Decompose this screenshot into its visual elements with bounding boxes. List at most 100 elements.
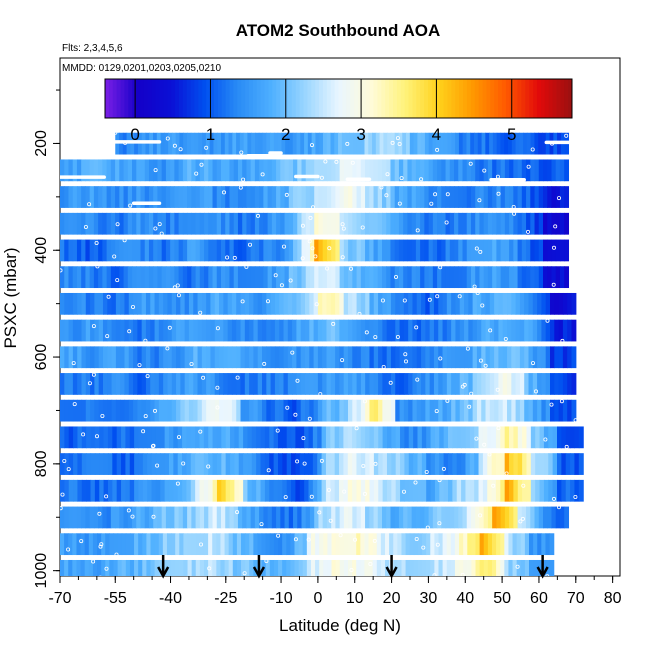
- heatmap-cell: [98, 292, 104, 315]
- heatmap-cell: [378, 426, 384, 449]
- heatmap-cell: [225, 506, 231, 529]
- colorbar-tick-label: 2: [281, 125, 290, 144]
- heatmap-cell: [106, 266, 112, 289]
- heatmap-cell: [455, 132, 460, 155]
- heatmap-cell: [72, 399, 78, 422]
- heatmap-cell: [467, 559, 472, 576]
- heatmap-cell: [394, 506, 400, 529]
- colorbar-strip: [140, 79, 145, 118]
- heatmap-cell: [293, 159, 298, 182]
- heatmap-cell: [180, 399, 186, 422]
- sample-point: [475, 290, 480, 295]
- heatmap-cell: [492, 159, 497, 182]
- heatmap-cell: [347, 399, 353, 422]
- sample-point: [483, 363, 488, 368]
- heatmap-cell: [545, 533, 551, 556]
- heatmap-cell: [236, 292, 242, 315]
- heatmap-cell: [517, 266, 523, 289]
- heatmap-cell: [513, 506, 519, 529]
- heatmap-cell: [404, 426, 410, 449]
- heatmap-cell: [225, 239, 231, 262]
- colorbar-strip: [451, 79, 456, 118]
- heatmap-cell: [562, 292, 568, 315]
- heatmap-cell: [519, 132, 524, 155]
- heatmap-cell: [551, 239, 557, 262]
- x-tick-label: 50: [493, 590, 511, 607]
- heatmap-cell: [409, 132, 415, 155]
- heatmap-cell: [356, 506, 362, 529]
- heatmap-cell: [64, 319, 70, 342]
- heatmap-cell: [390, 239, 396, 262]
- heatmap-cell: [335, 239, 341, 262]
- heatmap-cell: [127, 186, 133, 208]
- heatmap-cell: [426, 453, 432, 475]
- heatmap-cell: [119, 159, 125, 182]
- heatmap-cell: [538, 506, 544, 529]
- heatmap-cell: [68, 373, 74, 395]
- heatmap-cell: [443, 479, 449, 502]
- heatmap-cell: [347, 533, 353, 556]
- colorbar-strip: [147, 79, 153, 118]
- heatmap-cell: [161, 212, 167, 235]
- heatmap-cell: [325, 426, 331, 449]
- heatmap-cell: [191, 212, 197, 235]
- heatmap-cell: [150, 319, 156, 342]
- sample-point: [145, 374, 150, 379]
- heatmap-cell: [352, 319, 358, 342]
- heatmap-cell: [343, 426, 349, 449]
- latitude-arrow-head: [252, 566, 266, 579]
- heatmap-cell: [60, 373, 65, 395]
- heatmap-cell: [445, 266, 451, 289]
- heatmap-cell: [178, 239, 184, 262]
- heatmap-cell: [72, 506, 78, 529]
- heatmap-cell: [339, 506, 345, 529]
- heatmap-cell: [133, 399, 138, 422]
- heatmap-cell: [386, 239, 392, 262]
- heatmap-cell: [266, 292, 272, 315]
- heatmap-cell: [127, 266, 133, 289]
- heatmap-cell: [339, 346, 345, 369]
- heatmap-cell: [378, 373, 383, 395]
- heatmap-cell: [574, 479, 580, 502]
- sample-point: [433, 192, 438, 197]
- heatmap-cell: [195, 506, 201, 529]
- heatmap-cell: [339, 159, 345, 182]
- sample-point: [165, 136, 170, 141]
- heatmap-cell: [257, 292, 263, 315]
- heatmap-cell: [155, 426, 161, 449]
- heatmap-cell: [369, 506, 375, 529]
- heatmap-cell: [220, 533, 226, 556]
- heatmap-cell: [195, 453, 201, 475]
- heatmap-cell: [237, 506, 243, 529]
- colorbar-strip: [136, 79, 141, 118]
- heatmap-cell: [511, 319, 517, 342]
- heatmap-cell: [558, 292, 564, 315]
- heatmap-cell: [203, 533, 209, 556]
- heatmap-cell: [310, 559, 316, 576]
- heatmap-cell: [121, 559, 127, 576]
- heatmap-cell: [347, 319, 353, 342]
- heatmap-cell: [387, 132, 392, 155]
- heatmap-cell: [187, 132, 192, 155]
- heatmap-cell: [449, 212, 455, 235]
- heatmap-cell: [85, 346, 91, 369]
- heatmap-cell: [112, 479, 118, 502]
- heatmap-cell: [365, 506, 370, 529]
- heatmap-cell: [125, 426, 131, 449]
- heatmap-cell: [437, 506, 442, 529]
- x-tick-label: -40: [159, 590, 182, 607]
- heatmap-cell: [352, 373, 358, 395]
- heatmap-cell: [85, 239, 91, 262]
- heatmap-cell: [411, 239, 417, 262]
- heatmap-cell: [521, 212, 527, 235]
- heatmap-cell: [250, 186, 256, 208]
- heatmap-cell: [498, 399, 504, 422]
- colorbar-strip: [159, 79, 164, 118]
- heatmap-cell: [81, 453, 87, 475]
- heatmap-cell: [502, 319, 508, 342]
- sample-point: [130, 304, 135, 309]
- sample-point: [413, 480, 418, 485]
- heatmap-cell: [403, 319, 409, 342]
- heatmap-cell: [110, 159, 116, 182]
- heatmap-cell: [446, 292, 452, 315]
